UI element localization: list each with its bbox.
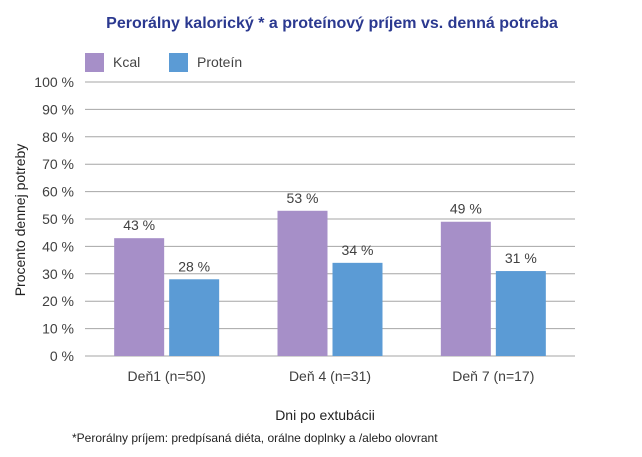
- y-tick-label: 100 %: [34, 74, 74, 90]
- y-tick-label: 20 %: [42, 293, 74, 309]
- chart-title: Perorálny kalorický * a proteínový príje…: [106, 15, 558, 32]
- bar-kcal: [440, 221, 491, 356]
- legend-swatch-kcal: [85, 53, 104, 72]
- data-label: 34 %: [342, 242, 374, 258]
- legend-label-protein: Proteín: [197, 54, 242, 70]
- bar-protein: [332, 262, 383, 356]
- x-axis-ticks: Deň1 (n=50) Deň 4 (n=31) Deň 7 (n=17): [128, 368, 535, 384]
- x-axis-label: Dni po extubácii: [275, 407, 375, 423]
- x-tick-label: Deň 4 (n=31): [289, 368, 371, 384]
- y-tick-label: 60 %: [42, 184, 74, 200]
- legend: Kcal Proteín: [85, 53, 242, 72]
- y-axis-label: Procento dennej potreby: [12, 144, 28, 297]
- data-label: 31 %: [505, 250, 537, 266]
- y-tick-label: 0 %: [50, 348, 74, 364]
- y-tick-label: 10 %: [42, 321, 74, 337]
- y-axis-ticks: 0 % 10 % 20 % 30 % 40 % 50 % 60 % 70 % 80 % 90 % 1…: [34, 74, 74, 364]
- x-tick-label: Deň 7 (n=17): [452, 368, 534, 384]
- data-label: 53 %: [287, 190, 319, 206]
- gridlines: [85, 81, 575, 357]
- data-label: 49 %: [450, 201, 482, 217]
- y-tick-label: 90 %: [42, 101, 74, 117]
- data-labels: 43 % 28 % 53 % 34 % 49 % 31 %: [123, 190, 537, 275]
- bar-protein: [495, 271, 546, 356]
- bar-protein: [169, 279, 220, 356]
- legend-label-kcal: Kcal: [113, 54, 140, 70]
- y-tick-label: 80 %: [42, 129, 74, 145]
- x-tick-label: Deň1 (n=50): [128, 368, 206, 384]
- legend-swatch-protein: [169, 53, 188, 72]
- bars: [114, 210, 546, 356]
- footnote: *Perorálny príjem: predpísaná diéta, orá…: [72, 431, 438, 445]
- y-tick-label: 40 %: [42, 238, 74, 254]
- y-tick-label: 30 %: [42, 266, 74, 282]
- data-label: 28 %: [178, 258, 210, 274]
- bar-kcal: [114, 238, 165, 356]
- y-tick-label: 70 %: [42, 156, 74, 172]
- y-tick-label: 50 %: [42, 211, 74, 227]
- data-label: 43 %: [123, 217, 155, 233]
- bar-kcal: [277, 210, 328, 356]
